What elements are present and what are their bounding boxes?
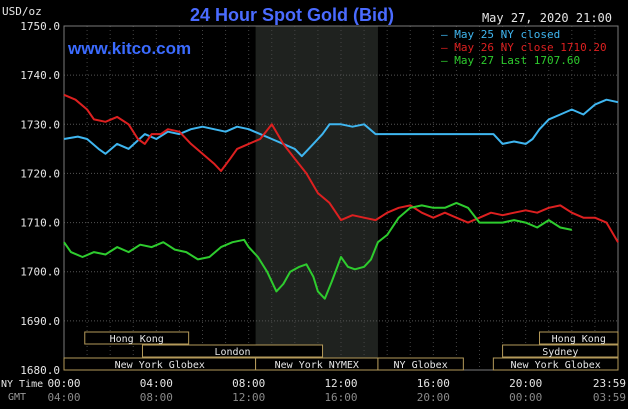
session-label: London <box>214 347 250 358</box>
ny-time-label: NY Time <box>1 379 43 390</box>
gmt-tick-label: 04:00 <box>47 391 80 404</box>
y-tick-label: 1730.0 <box>20 118 60 131</box>
session-label: New York NYMEX <box>275 360 359 371</box>
kitco-watermark: www.kitco.com <box>67 39 191 58</box>
session-label: Hong Kong <box>110 334 164 345</box>
x-axis-tick-labels: 00:00 04:00 08:00 12:00 16:00 20:00 23:59 <box>47 377 626 390</box>
legend-entry-2: — May 27 Last 1707.60 <box>441 54 580 67</box>
legend-entry-1: — May 26 NY close 1710.20 <box>441 41 607 54</box>
gmt-tick-label: 03:59 <box>593 391 626 404</box>
x-tick-label: 12:00 <box>324 377 357 390</box>
session-label: Hong Kong <box>552 334 606 345</box>
session-bar <box>502 344 619 358</box>
series-lines <box>63 93 619 300</box>
gmt-label: GMT <box>8 392 26 403</box>
legend-entry-0: — May 25 NY closed <box>441 28 560 41</box>
gmt-tick-label: 20:00 <box>417 391 450 404</box>
gmt-tick-label: 16:00 <box>324 391 357 404</box>
x-tick-label: 00:00 <box>47 377 80 390</box>
market-session-bars: Hong Kong Hong Kong London Sydney New York G… <box>63 331 619 371</box>
y-tick-label: 1740.0 <box>20 69 60 82</box>
y-axis-tick-labels: 1750.0 1740.0 1730.0 1720.0 1710.0 1700.0 1690… <box>20 20 60 377</box>
gmt-tick-label: 12:00 <box>232 391 265 404</box>
x-tick-label: 20:00 <box>509 377 542 390</box>
y-tick-label: 1690.0 <box>20 315 60 328</box>
series-line-0 <box>63 98 619 158</box>
y-tick-label: 1700.0 <box>20 266 60 279</box>
chart-title: 24 Hour Spot Gold (Bid) <box>190 5 394 25</box>
nymex-session-highlight <box>255 26 378 370</box>
x-tick-label: 04:00 <box>140 377 173 390</box>
gmt-tick-label: 00:00 <box>509 391 542 404</box>
gmt-tick-labels: 04:00 08:00 12:00 16:00 20:00 00:00 03:59 <box>47 391 626 404</box>
series-line-1 <box>63 93 619 243</box>
session-bar <box>539 331 619 345</box>
gmt-tick-label: 08:00 <box>140 391 173 404</box>
session-bar <box>141 344 324 358</box>
session-bar <box>492 357 619 371</box>
y-tick-label: 1710.0 <box>20 217 60 230</box>
legend: — May 25 NY closed— May 26 NY close 1710… <box>441 28 607 67</box>
x-tick-label: 23:59 <box>593 377 626 390</box>
session-label: Sydney <box>542 347 578 358</box>
session-label: New York Globex <box>115 360 205 371</box>
session-label: New York Globex <box>511 360 601 371</box>
x-tick-label: 08:00 <box>232 377 265 390</box>
session-bar <box>377 357 464 371</box>
session-label: NY Globex <box>394 360 448 371</box>
session-bar <box>84 331 190 345</box>
chart-date: May 27, 2020 21:00 <box>482 11 612 25</box>
series-line-2 <box>63 201 573 300</box>
y-tick-label: 1720.0 <box>20 167 60 180</box>
x-tick-label: 16:00 <box>417 377 450 390</box>
y-tick-label: 1680.0 <box>20 364 60 377</box>
y-axis-label: USD/oz <box>2 5 42 18</box>
y-tick-label: 1750.0 <box>20 20 60 33</box>
